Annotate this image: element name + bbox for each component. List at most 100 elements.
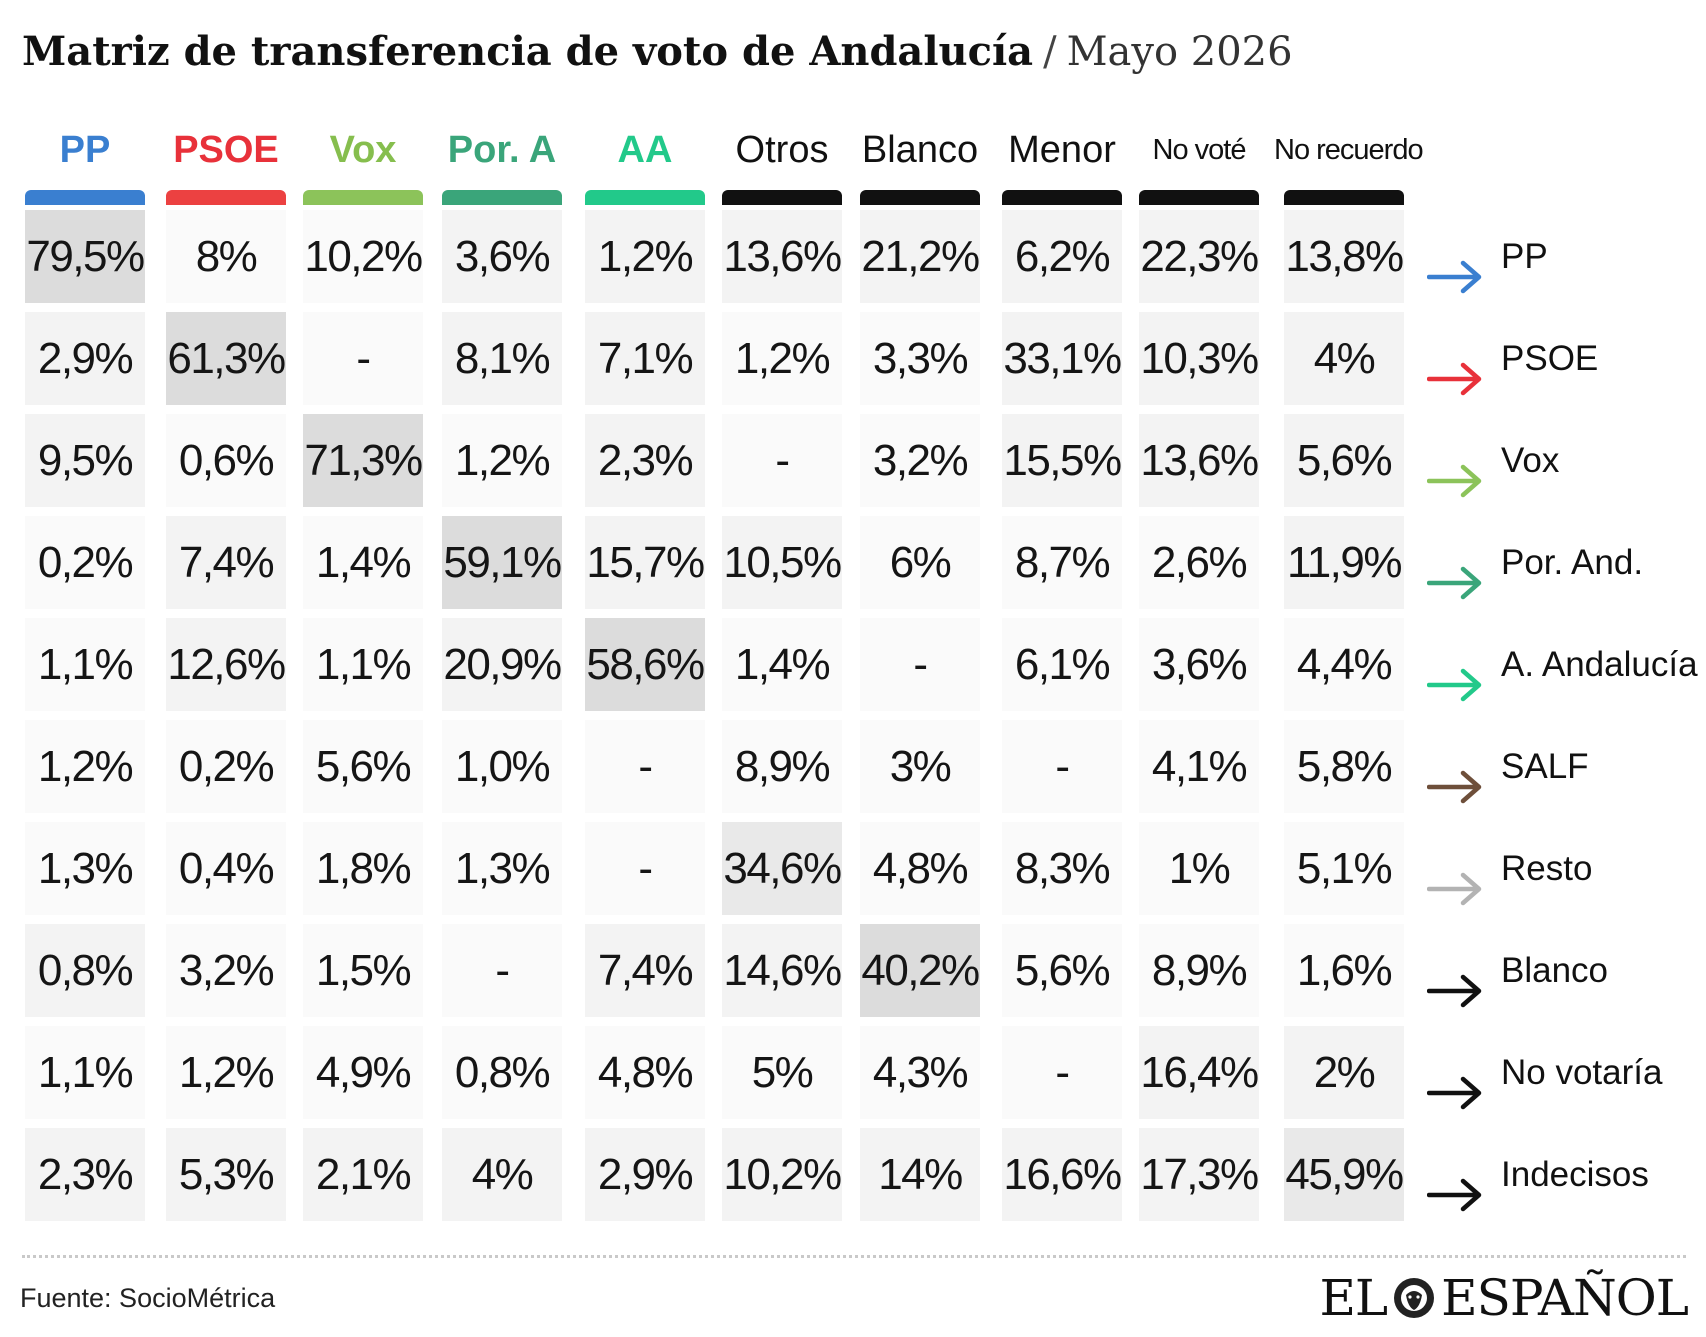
cell-pp-aa: 1,2% [585, 210, 705, 303]
row-label-text: No votaría [1501, 1053, 1663, 1092]
chart-title: Matriz de transferencia de voto de Andal… [22, 28, 1293, 75]
arrow-right-icon [1426, 1155, 1483, 1248]
cell-vox-vox: 71,3% [303, 414, 423, 507]
cell-blanco-blanco: 40,2% [860, 924, 980, 1017]
cell-blanco-no-vote: 8,9% [1139, 924, 1259, 1017]
column-header-vox: Vox [329, 129, 397, 171]
column-bar-por-a [442, 190, 562, 205]
cell-vox-no-recuerdo: 5,6% [1284, 414, 1404, 507]
cell-indecisos-blanco: 14% [860, 1128, 980, 1221]
cell-indecisos-otros: 10,2% [722, 1128, 842, 1221]
cell-salf-no-vote: 4,1% [1139, 720, 1259, 813]
cell-psoe-psoe: 61,3% [166, 312, 286, 405]
cell-por-and-blanco: 6% [860, 516, 980, 609]
cell-psoe-no-recuerdo: 4% [1284, 312, 1404, 405]
cell-no-votaria-otros: 5% [722, 1026, 842, 1119]
row-label-text: SALF [1501, 747, 1589, 786]
arrow-right-icon [1426, 1053, 1483, 1146]
cell-vox-otros: - [722, 414, 842, 507]
cell-a-andalucia-psoe: 12,6% [166, 618, 286, 711]
row-label-text: PP [1501, 237, 1548, 276]
title-separator: / [1043, 29, 1057, 75]
cell-salf-no-recuerdo: 5,8% [1284, 720, 1404, 813]
cell-a-andalucia-otros: 1,4% [722, 618, 842, 711]
cell-no-votaria-menor: - [1002, 1026, 1122, 1119]
cell-psoe-vox: - [303, 312, 423, 405]
column-bar-blanco [860, 190, 980, 205]
footer-divider [22, 1255, 1686, 1258]
cell-por-and-psoe: 7,4% [166, 516, 286, 609]
cell-no-votaria-psoe: 1,2% [166, 1026, 286, 1119]
cell-vox-psoe: 0,6% [166, 414, 286, 507]
cell-resto-no-vote: 1% [1139, 822, 1259, 915]
cell-salf-aa: - [585, 720, 705, 813]
cell-pp-no-vote: 22,3% [1139, 210, 1259, 303]
column-header-pp: PP [59, 129, 111, 171]
cell-pp-por-a: 3,6% [442, 210, 562, 303]
cell-a-andalucia-no-recuerdo: 4,4% [1284, 618, 1404, 711]
cell-salf-blanco: 3% [860, 720, 980, 813]
cell-blanco-pp: 0,8% [25, 924, 145, 1017]
row-label-text: Indecisos [1501, 1155, 1649, 1194]
column-header-menor: Menor [1008, 129, 1116, 171]
cell-psoe-otros: 1,2% [722, 312, 842, 405]
cell-indecisos-no-vote: 17,3% [1139, 1128, 1259, 1221]
column-header-no-vote: No voté [1152, 134, 1247, 166]
cell-indecisos-vox: 2,1% [303, 1128, 423, 1221]
cell-blanco-aa: 7,4% [585, 924, 705, 1017]
cell-resto-vox: 1,8% [303, 822, 423, 915]
logo-text-left: EL [1319, 1269, 1388, 1327]
arrow-right-icon [1426, 645, 1483, 738]
cell-pp-no-recuerdo: 13,8% [1284, 210, 1404, 303]
cell-resto-otros: 34,6% [722, 822, 842, 915]
cell-vox-no-vote: 13,6% [1139, 414, 1259, 507]
cell-vox-menor: 15,5% [1002, 414, 1122, 507]
cell-por-and-menor: 8,7% [1002, 516, 1122, 609]
cell-resto-blanco: 4,8% [860, 822, 980, 915]
cell-blanco-psoe: 3,2% [166, 924, 286, 1017]
cell-psoe-aa: 7,1% [585, 312, 705, 405]
cell-vox-aa: 2,3% [585, 414, 705, 507]
cell-a-andalucia-por-a: 20,9% [442, 618, 562, 711]
cell-no-votaria-no-recuerdo: 2% [1284, 1026, 1404, 1119]
cell-pp-vox: 10,2% [303, 210, 423, 303]
row-label-text: PSOE [1501, 339, 1599, 378]
cell-a-andalucia-aa: 58,6% [585, 618, 705, 711]
column-header-otros: Otros [735, 129, 829, 171]
arrow-right-icon [1426, 441, 1483, 534]
arrow-right-icon [1426, 747, 1483, 840]
cell-indecisos-aa: 2,9% [585, 1128, 705, 1221]
cell-a-andalucia-vox: 1,1% [303, 618, 423, 711]
arrow-right-icon [1426, 849, 1483, 942]
cell-blanco-vox: 1,5% [303, 924, 423, 1017]
source-note: Fuente: SocioMétrica [20, 1283, 276, 1313]
arrow-right-icon [1426, 237, 1483, 330]
cell-resto-psoe: 0,4% [166, 822, 286, 915]
column-bar-pp [25, 190, 145, 205]
cell-psoe-no-vote: 10,3% [1139, 312, 1259, 405]
cell-no-votaria-vox: 4,9% [303, 1026, 423, 1119]
column-header-aa: AA [617, 129, 673, 171]
cell-por-and-no-vote: 2,6% [1139, 516, 1259, 609]
arrow-right-icon [1426, 339, 1483, 432]
cell-no-votaria-no-vote: 16,4% [1139, 1026, 1259, 1119]
cell-por-and-por-a: 59,1% [442, 516, 562, 609]
cell-por-and-aa: 15,7% [585, 516, 705, 609]
cell-por-and-no-recuerdo: 11,9% [1284, 516, 1404, 609]
column-bar-vox [303, 190, 423, 205]
row-label-text: Blanco [1501, 951, 1609, 990]
cell-indecisos-pp: 2,3% [25, 1128, 145, 1221]
column-bar-psoe [166, 190, 286, 205]
column-bar-otros [722, 190, 842, 205]
cell-vox-blanco: 3,2% [860, 414, 980, 507]
cell-indecisos-por-a: 4% [442, 1128, 562, 1221]
column-header-por-a: Por. A [447, 129, 557, 171]
cell-salf-pp: 1,2% [25, 720, 145, 813]
cell-pp-menor: 6,2% [1002, 210, 1122, 303]
row-label-text: Vox [1501, 441, 1560, 480]
title-subtitle: Mayo 2026 [1066, 29, 1293, 75]
row-label-text: Por. And. [1501, 543, 1644, 582]
cell-indecisos-menor: 16,6% [1002, 1128, 1122, 1221]
column-header-psoe: PSOE [173, 129, 279, 171]
lion-icon [1394, 1278, 1435, 1318]
